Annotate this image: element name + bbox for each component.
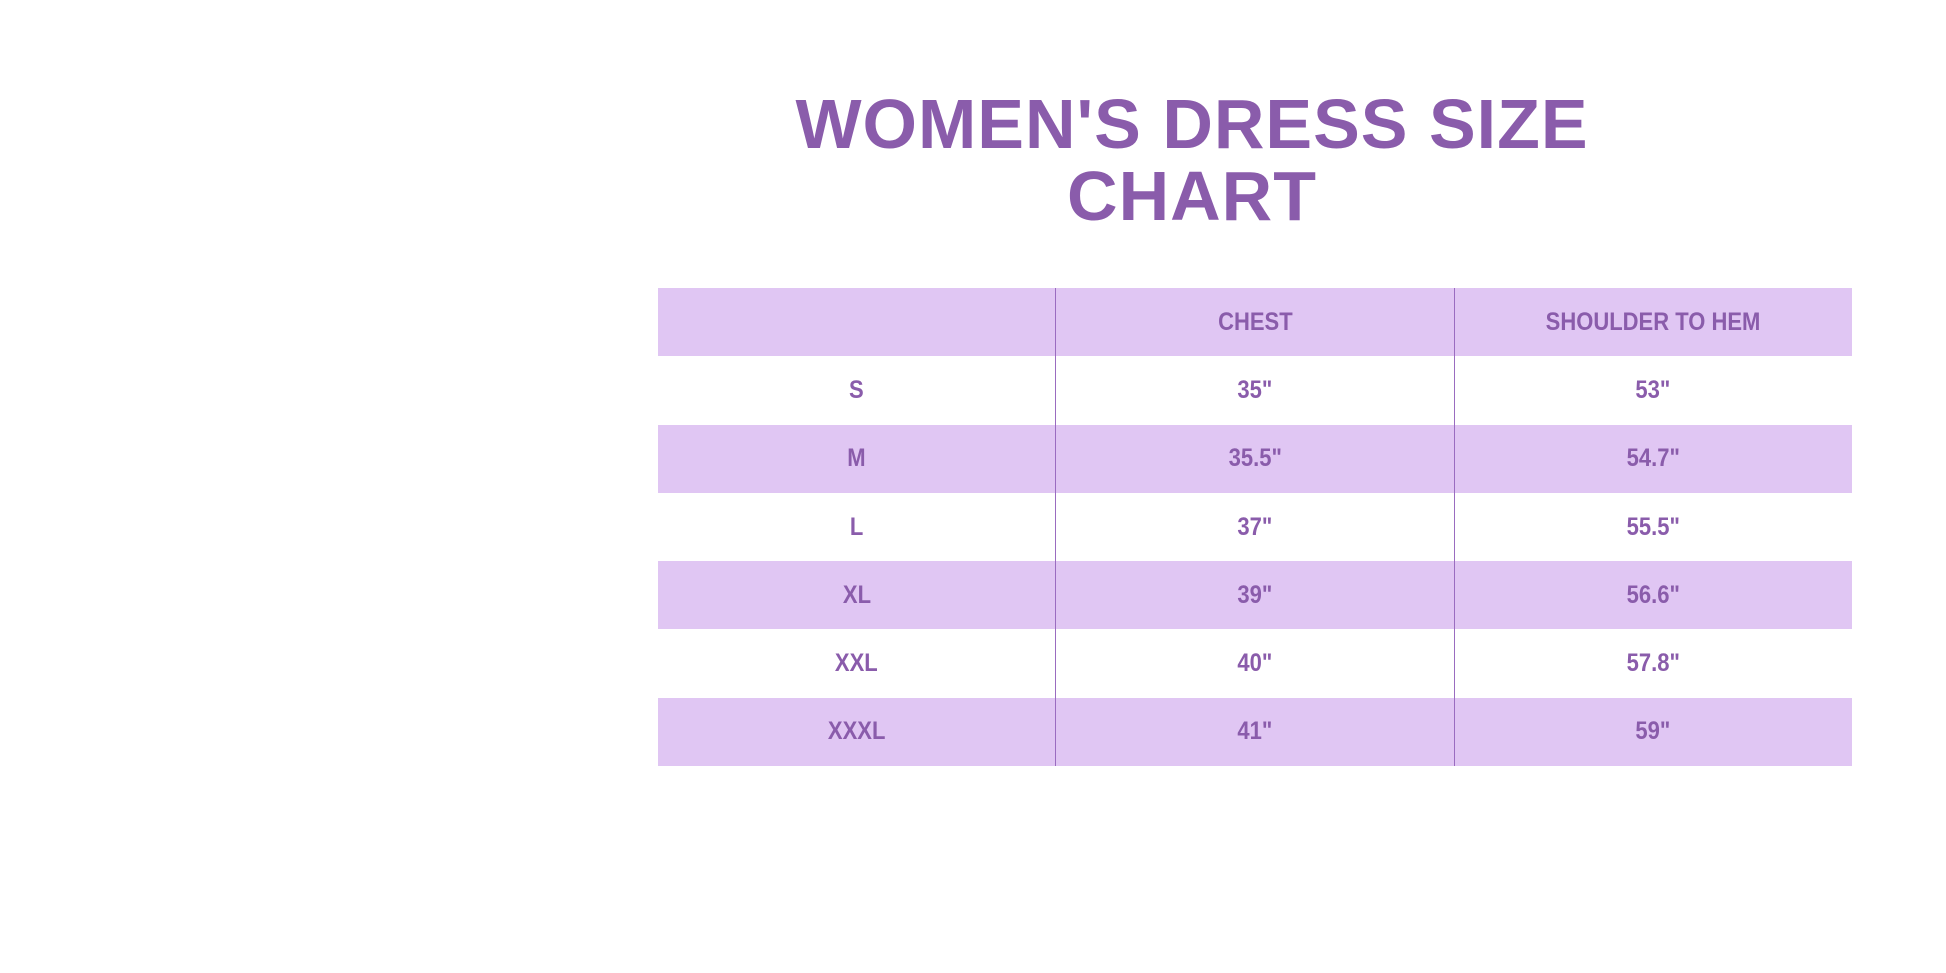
cell-value: 59" xyxy=(1635,717,1671,746)
size-cell: XXXL xyxy=(658,698,1055,766)
cell-value: S xyxy=(849,375,864,404)
cell-value: 39" xyxy=(1237,580,1273,609)
table-row: M 35.5" 54.7" xyxy=(658,424,1852,493)
table-row: XL 39" 56.6" xyxy=(658,561,1852,630)
shoulder-to-hem-cell: 59" xyxy=(1453,697,1852,767)
cell-value: XL xyxy=(842,580,871,609)
cell-value: XXL xyxy=(835,649,879,678)
table-row: L 37" 55.5" xyxy=(658,492,1852,562)
shoulder-to-hem-cell: 55.5" xyxy=(1453,492,1852,562)
shoulder-to-hem-cell: 54.7" xyxy=(1453,424,1852,493)
cell-value: 35.5" xyxy=(1228,444,1282,473)
chest-cell: 35" xyxy=(1055,356,1453,425)
cell-value: 41" xyxy=(1237,717,1273,746)
cell-value: 54.7" xyxy=(1626,444,1680,473)
table-row: XXL 40" 57.8" xyxy=(658,629,1852,698)
chest-cell: 35.5" xyxy=(1055,424,1453,493)
shoulder-to-hem-cell: 57.8" xyxy=(1453,629,1852,698)
size-cell: XXL xyxy=(658,629,1055,697)
table-row: XXXL 41" 59" xyxy=(658,697,1852,767)
cell-value: 37" xyxy=(1237,512,1273,541)
header-label: SHOULDER TO HEM xyxy=(1545,307,1761,336)
size-cell: M xyxy=(658,425,1055,493)
cell-value: 40" xyxy=(1237,649,1273,678)
cell-value: 56.6" xyxy=(1626,580,1680,609)
chest-cell: 41" xyxy=(1055,697,1453,767)
table-header-row: CHEST SHOULDER TO HEM xyxy=(658,288,1852,357)
shoulder-to-hem-cell: 56.6" xyxy=(1453,561,1852,630)
table-row: S 35" 53" xyxy=(658,356,1852,425)
header-chest: CHEST xyxy=(1055,288,1453,357)
size-cell: L xyxy=(658,493,1055,561)
size-cell: S xyxy=(658,356,1055,424)
chest-cell: 37" xyxy=(1055,492,1453,562)
cell-value: L xyxy=(849,512,864,541)
cell-value: 53" xyxy=(1635,375,1671,404)
cell-value: 55.5" xyxy=(1626,512,1680,541)
chest-cell: 39" xyxy=(1055,561,1453,630)
chest-cell: 40" xyxy=(1055,629,1453,698)
cell-value: XXXL xyxy=(827,717,886,746)
header-size xyxy=(658,288,1055,356)
cell-value: 57.8" xyxy=(1626,649,1680,678)
header-shoulder-to-hem: SHOULDER TO HEM xyxy=(1453,288,1852,357)
size-cell: XL xyxy=(658,561,1055,629)
size-table: CHEST SHOULDER TO HEM S 35" 53" M 35.5" 54.7"… xyxy=(658,288,1852,767)
page-title: WOMEN'S DRESS SIZE CHART xyxy=(795,85,1589,235)
header-label: CHEST xyxy=(1217,307,1293,336)
cell-value: M xyxy=(847,444,866,473)
shoulder-to-hem-cell: 53" xyxy=(1453,356,1852,425)
cell-value: 35" xyxy=(1237,375,1273,404)
